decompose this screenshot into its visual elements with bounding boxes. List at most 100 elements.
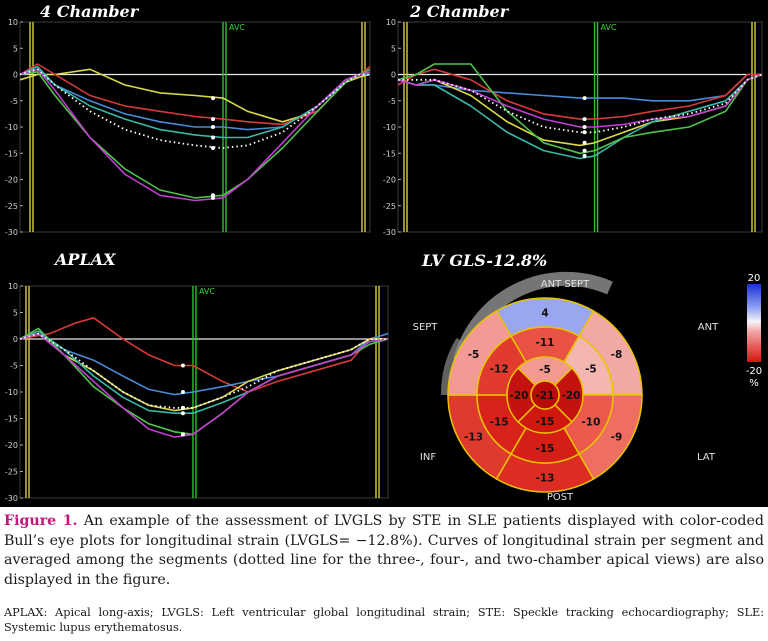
panel-1-title: 4 Chamber	[40, 2, 140, 21]
caption-label: Figure 1.	[4, 513, 78, 529]
panel-2-series-1	[397, 73, 762, 102]
figure-footnote: APLAX: Apical long-axis; LVGLS: Left ven…	[4, 606, 764, 634]
wall-label-ant: ANT	[698, 322, 719, 333]
figure-panel: 10 5 0 -5 -10 -15 -20 -25 -30 AVC 4 Chamber 10 5 0 -5-…	[0, 0, 768, 507]
wall-label-post: POST	[547, 492, 574, 503]
panel-3-title: APLAX	[53, 250, 116, 269]
panel-2-series-5-point	[582, 148, 587, 153]
panel-2-tick-label: -5	[388, 97, 396, 106]
panel-2-tick-label: 5	[391, 44, 396, 53]
bullseye-mid-segment-label: -15	[536, 443, 555, 455]
panel-3-tick-label: 0	[13, 335, 18, 344]
colorbar-min-label: -20	[746, 366, 762, 377]
panel-2-avc-label: AVC	[601, 23, 617, 32]
panel-1-tick-label: -30	[5, 228, 18, 237]
panel-2-tick-label: -15	[383, 149, 396, 158]
bullseye-basal-segment-label: 4	[541, 308, 548, 320]
bullseye-apical-segment-label: -15	[536, 416, 555, 428]
panel-2-series-2	[397, 68, 762, 120]
panel-1-tick-label: -20	[5, 176, 18, 185]
bullseye-apical-segment-label: -5	[539, 364, 551, 376]
panel-3-avc-label: AVC	[199, 287, 215, 296]
colorbar	[747, 284, 761, 362]
panel-1-avc-label: AVC	[229, 23, 245, 32]
panel-3-series-7	[19, 332, 388, 409]
panel-3-tick-label: 10	[8, 282, 18, 291]
panel-1-series-5	[19, 68, 371, 199]
bullseye-apex	[530, 380, 560, 410]
panel-2-series-6	[397, 73, 763, 128]
panel-1-series-2-point	[211, 117, 215, 122]
panel-2-title: 2 Chamber	[409, 2, 510, 21]
panel-1-tick-label: -15	[5, 149, 18, 158]
panel-2-tick-label: -30	[383, 228, 396, 237]
wall-label-sept: SEPT	[413, 322, 439, 333]
panel-3-tick-label: -5	[10, 362, 18, 371]
panel-2-series-3-point	[582, 140, 587, 145]
panel-2-tick-label: -20	[383, 176, 396, 185]
panel-2-series-4-point	[582, 153, 587, 158]
panel-1-tick-label: -10	[5, 123, 18, 132]
panel-3-tick-label: 5	[13, 309, 18, 318]
bullseye-apical-segment-label: -20	[562, 390, 581, 402]
panel-1-series-6-point	[211, 195, 215, 200]
panel-3-series-7-point	[180, 405, 185, 410]
panel-3-tick-label: -10	[5, 388, 18, 397]
panel-1-series-3-point	[211, 125, 215, 129]
panel-2-tick-label: 10	[386, 18, 396, 27]
panel-2-series-4	[397, 73, 763, 160]
panel-3-series-4-point	[180, 411, 185, 416]
panel-1-series-6	[19, 68, 371, 202]
bullseye-basal-segment-label: -9	[611, 431, 623, 443]
panel-1-tick-label: -5	[10, 97, 18, 106]
colorbar-max-label: 20	[748, 273, 761, 284]
panel-1-tick-label: 0	[13, 71, 18, 80]
panel-2-tick-label: 0	[391, 71, 396, 80]
panel-1-series-4-point	[211, 135, 215, 140]
panel-1-tick-label: 10	[8, 18, 18, 27]
bullseye-mid-segment-label: -5	[585, 364, 597, 376]
panel-2-series-2-point	[582, 117, 587, 122]
bullseye-group: LV GLS-12.8% 4 -8 -9 -13 -13 -5 -11 -5 -10 -15 -15 -…	[413, 251, 763, 503]
bullseye-apex-label: -21	[536, 390, 555, 402]
panel-1-series-1-point	[211, 96, 215, 101]
panel-3-series-6	[19, 332, 389, 438]
panel-1-tick-label: 5	[13, 44, 18, 53]
panel-2-tick-label: -10	[383, 123, 396, 132]
bullseye-mid-segment-label: -10	[581, 417, 600, 429]
panel-3-series-2-point	[180, 390, 185, 394]
bullseye-mid-segment-label: -15	[490, 417, 509, 429]
panel-2-tick-label: -25	[383, 202, 396, 211]
bullseye-mid-segment-label: -12	[490, 364, 509, 376]
panel-3-tick-label: -25	[5, 468, 18, 477]
panel-1-group: 10 5 0 -5 -10 -15 -20 -25 -30 AVC 4 Chamber	[5, 2, 371, 237]
panel-3-tick-label: -20	[5, 441, 18, 450]
panel-1-series-3	[19, 68, 370, 131]
wall-label-ant-sept: ANT SEPT	[541, 279, 590, 290]
panel-2-group: 10 5 0 -5 -10 -15 -20 -25 -30 AVC 2 Chamber	[383, 2, 763, 237]
bullseye-basal-segment-label: -5	[468, 349, 480, 361]
bullseye-orientation-arc	[440, 337, 464, 396]
wall-label-lat: LAT	[697, 452, 716, 463]
wall-label-inf: INF	[420, 452, 436, 463]
panel-2-series-7	[398, 73, 763, 134]
caption-text: An example of the assessment of LVGLS by…	[4, 513, 764, 588]
bullseye-title: LV GLS-12.8%	[421, 251, 547, 270]
bullseye-basal-segment-label: -13	[464, 431, 483, 443]
panel-3-series-1	[19, 317, 388, 393]
panel-2-series-6-point	[582, 125, 587, 129]
panel-2-series-7-point	[582, 130, 587, 135]
panel-3-tick-label: -15	[5, 415, 18, 424]
panel-3-series-5	[19, 327, 389, 436]
panel-3-tick-label: -30	[5, 494, 18, 503]
bullseye-mid-segment-label: -11	[536, 337, 555, 349]
panel-1-series-7	[19, 68, 370, 149]
panel-3-series-6-point	[180, 432, 185, 437]
figure-caption: Figure 1. An example of the assessment o…	[4, 512, 764, 590]
panel-3-series-1-point	[180, 363, 185, 368]
panel-2-series-1-point	[582, 96, 587, 101]
panel-1-series-7-point	[211, 146, 215, 150]
colorbar-unit: %	[749, 378, 759, 389]
panel-2-series-5	[397, 63, 763, 155]
